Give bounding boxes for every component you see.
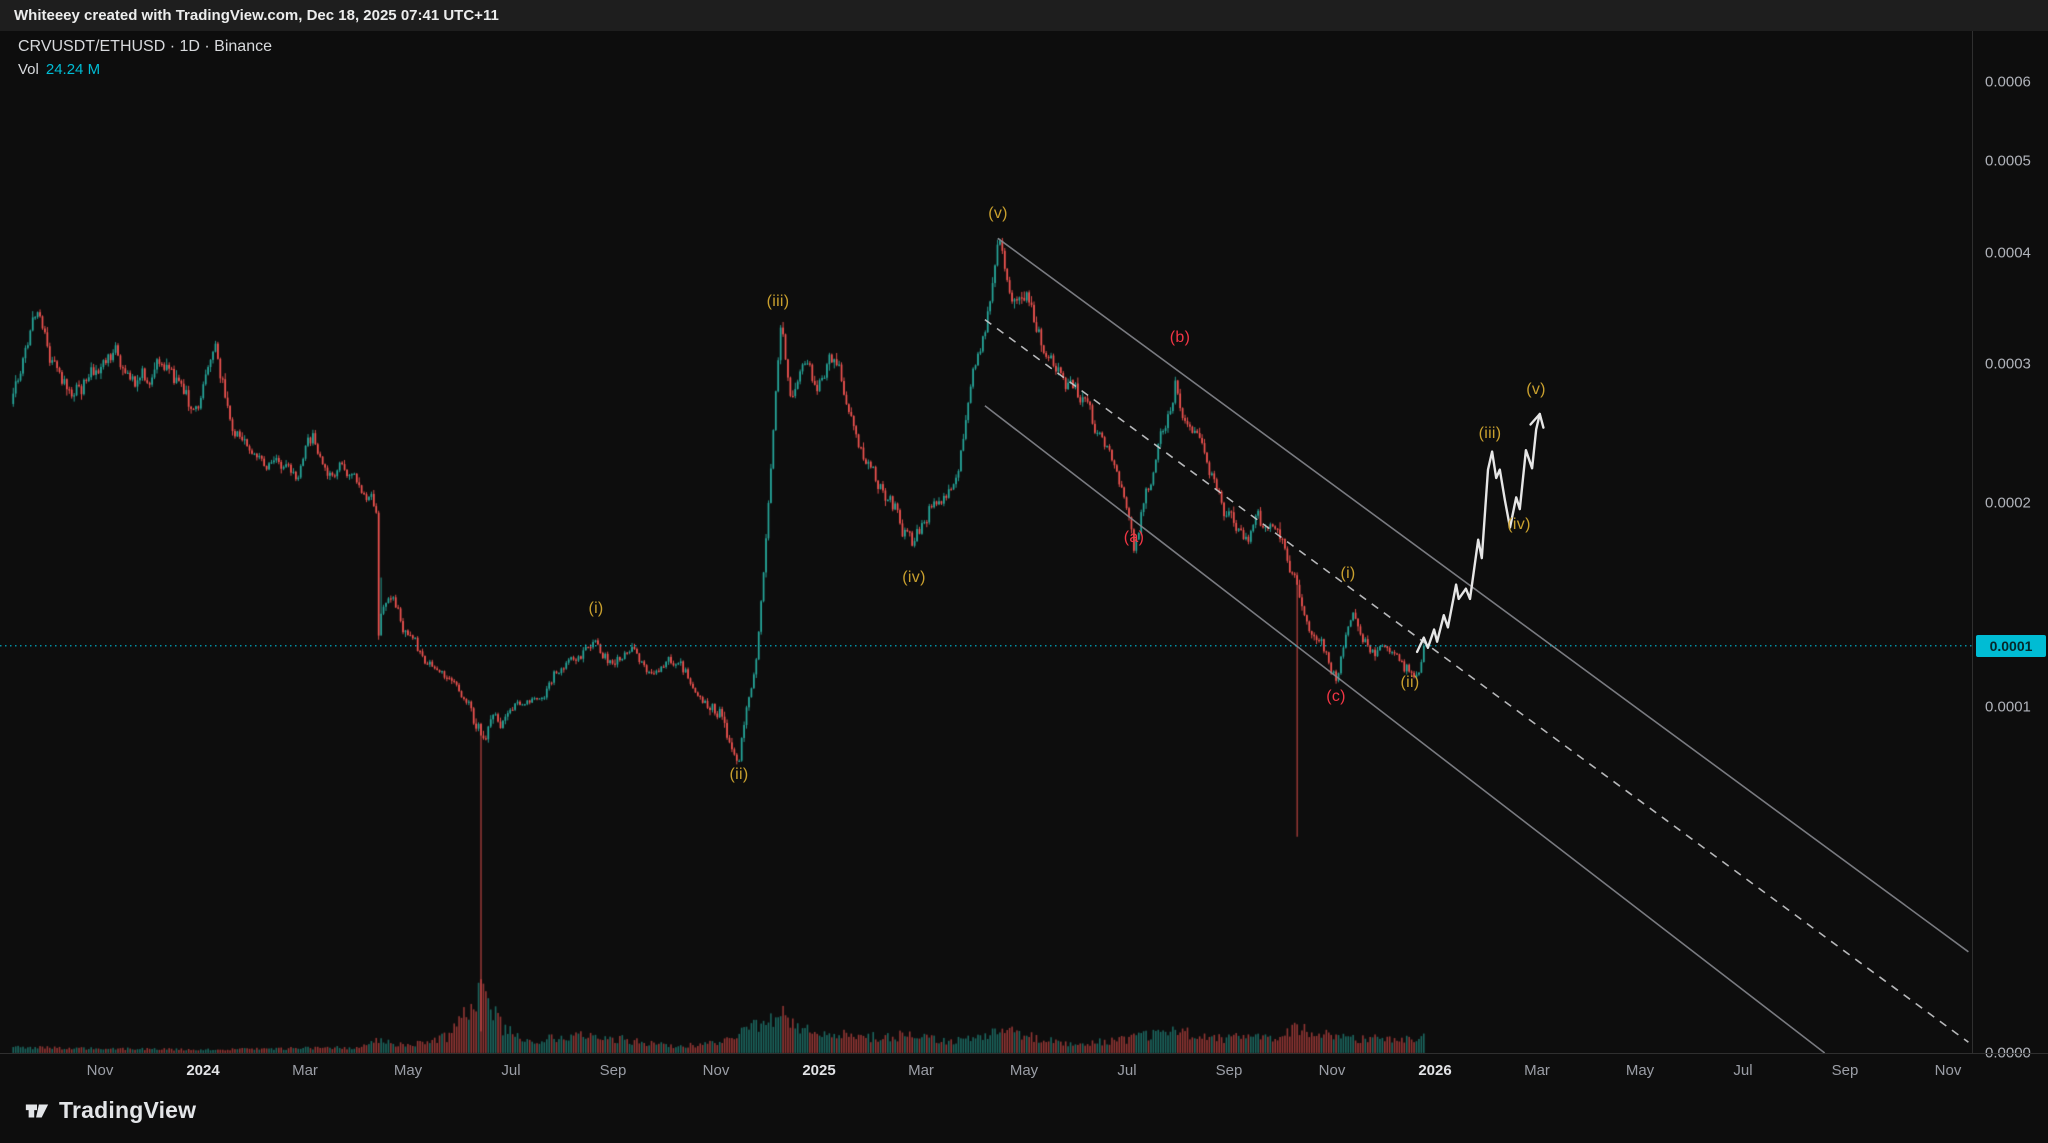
volume-row: Vol 24.24 M — [18, 61, 272, 78]
time-tick: Mar — [908, 1062, 934, 1079]
price-tick: 0.0006 — [1985, 73, 2031, 91]
last-price-label: 0.0001 — [1976, 635, 2046, 657]
attribution-text: Whiteeey created with TradingView.com, D… — [14, 7, 499, 24]
time-tick: Mar — [292, 1062, 318, 1079]
price-tick: 0.0003 — [1985, 355, 2031, 373]
price-tick: 0.0005 — [1985, 152, 2031, 170]
wave-label-projection-iv[interactable]: (iv) — [1507, 516, 1531, 533]
time-tick: May — [393, 1062, 423, 1079]
attribution-bar: Whiteeey created with TradingView.com, D… — [0, 0, 2048, 31]
time-tick: Sep — [1215, 1062, 1243, 1079]
wave-label-impulse-iii[interactable]: (iii) — [766, 293, 790, 310]
wave-label-impulse-i[interactable]: (i) — [588, 600, 604, 617]
time-tick: Nov — [1934, 1062, 1962, 1079]
volume-value: 24.24 M — [45, 61, 101, 78]
symbol-title[interactable]: CRVUSDT/ETHUSD · 1D · Binance — [18, 38, 272, 55]
wave-label-corrective-a[interactable]: (a) — [1123, 529, 1145, 546]
price-chart-canvas[interactable] — [0, 31, 2048, 1143]
wave-label-impulse-iv[interactable]: (iv) — [902, 569, 926, 586]
tradingview-brand-text[interactable]: TradingView — [59, 1097, 197, 1123]
time-tick: 2025 — [802, 1062, 836, 1079]
wave-label-impulse-v[interactable]: (v) — [988, 205, 1008, 222]
chart-area: (i) (ii) (iii) (iv) (v) (a) (b) (c) (i) (ii) (iii)… — [0, 31, 2048, 1143]
tradingview-logo-icon[interactable] — [24, 1098, 50, 1124]
volume-label: Vol — [18, 61, 39, 78]
time-tick: Nov — [702, 1062, 730, 1079]
time-tick: Jul — [1117, 1062, 1137, 1079]
price-tick: 0.0002 — [1985, 494, 2031, 512]
wave-label-impulse-ii[interactable]: (ii) — [729, 766, 749, 783]
time-tick: Nov — [1318, 1062, 1346, 1079]
time-tick: May — [1625, 1062, 1655, 1079]
wave-label-projection-v[interactable]: (v) — [1526, 381, 1546, 398]
time-tick: 2024 — [186, 1062, 220, 1079]
time-tick: May — [1009, 1062, 1039, 1079]
wave-label-corrective-c[interactable]: (c) — [1326, 688, 1346, 705]
wave-label-projection-iii[interactable]: (iii) — [1478, 425, 1502, 442]
price-axis[interactable]: 0.0001 0.0006 0.0005 0.0004 0.0003 0.0002 0.0… — [1972, 31, 2048, 1062]
wave-label-corrective-b[interactable]: (b) — [1169, 329, 1191, 346]
time-axis[interactable]: Nov 2024 Mar May Jul Sep Nov 2025 Mar May Jul Sep No… — [0, 1053, 2048, 1089]
wave-label-projection-i[interactable]: (i) — [1340, 565, 1356, 582]
time-tick: Nov — [86, 1062, 114, 1079]
time-tick: Jul — [1733, 1062, 1753, 1079]
time-tick: Sep — [599, 1062, 627, 1079]
price-tick: 0.0001 — [1985, 698, 2031, 716]
symbol-legend: CRVUSDT/ETHUSD · 1D · Binance Vol 24.24 M — [18, 38, 272, 78]
time-tick: Jul — [501, 1062, 521, 1079]
time-tick: 2026 — [1418, 1062, 1452, 1079]
tradingview-logo[interactable]: TradingView — [24, 1097, 196, 1124]
price-tick: 0.0004 — [1985, 244, 2031, 262]
time-tick: Sep — [1831, 1062, 1859, 1079]
wave-label-projection-ii[interactable]: (ii) — [1400, 674, 1420, 691]
time-tick: Mar — [1524, 1062, 1550, 1079]
